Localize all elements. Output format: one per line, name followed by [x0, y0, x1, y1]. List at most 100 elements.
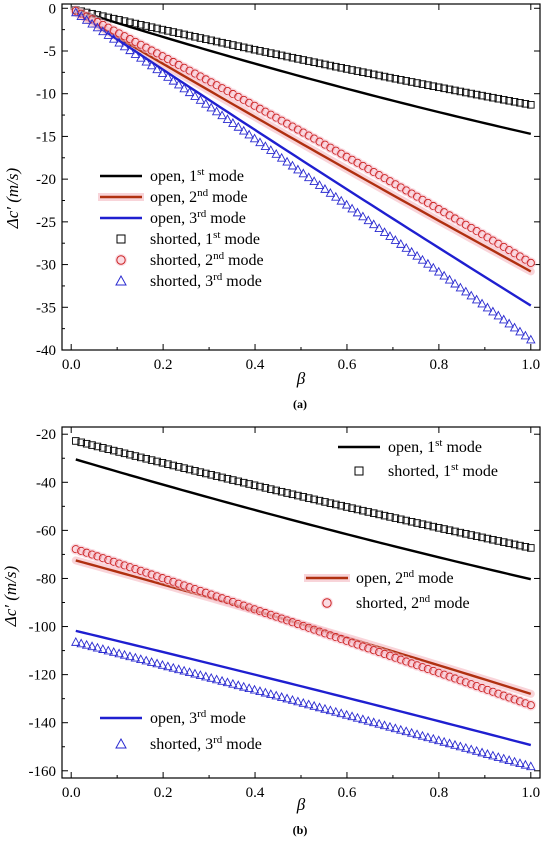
- panel-a-series-triangle-5-marker: [336, 195, 346, 205]
- panel-b-series-triangle-5-marker: [201, 671, 211, 681]
- panel-b-series-triangle-5-marker: [103, 645, 114, 655]
- panel-b-series-triangle-5-marker: [374, 718, 384, 728]
- panel-a-series-triangle-5-marker: [498, 314, 509, 324]
- legend-label-base: open, 1: [150, 168, 197, 185]
- panel-a-series-triangle-5-marker: [363, 215, 374, 225]
- panel-b-x-axis-title: β: [296, 795, 306, 814]
- panel-b-series-square-1-marker: [131, 452, 140, 460]
- panel-b-series-triangle-5-marker: [325, 705, 336, 715]
- legend-label-superscript: nd: [213, 250, 225, 262]
- panel-b-series-square-1-marker: [72, 437, 80, 445]
- panel-a-series-triangle-5-marker: [108, 33, 119, 43]
- panel-a-y-tick-label: -5: [44, 44, 57, 60]
- panel-a-series-triangle-5-marker: [347, 203, 357, 213]
- legend-label-tail: mode: [414, 570, 454, 587]
- panel-b-series-triangle-5-marker: [471, 746, 482, 755]
- panel-a-series-square-3-marker: [467, 89, 475, 98]
- panel-a-caption: (a): [293, 397, 307, 411]
- panel-b-series-triangle-5-marker: [222, 677, 233, 687]
- panel-a-series-triangle-5-marker: [390, 235, 401, 244]
- panel-b-series-triangle-5-marker: [303, 699, 314, 709]
- panel-a-series-triangle-5-marker: [314, 180, 325, 189]
- panel-b-series-square-1-marker: [77, 438, 85, 447]
- legend-label-tail: mode: [220, 231, 260, 248]
- panel-b-series-triangle-5-marker: [352, 712, 363, 722]
- panel-a-series-triangle-5-marker: [396, 239, 406, 248]
- panel-a-x-tick-label: 0.6: [338, 357, 357, 373]
- panel-b-series-triangle-5-marker: [141, 655, 151, 665]
- panel-a-legend-label: shorted, 2nd mode: [150, 250, 264, 269]
- panel-b-series-triangle-5-marker: [255, 686, 265, 695]
- panel-b-legend-label: shorted, 3rd mode: [150, 734, 262, 753]
- panel-b-series-triangle-5-marker: [184, 667, 195, 676]
- panel-b-x-tick-label: 0.4: [246, 785, 265, 801]
- legend-label-superscript: nd: [403, 568, 415, 580]
- panel-b-series-triangle-5-marker: [238, 681, 249, 691]
- panel-a-series-square-3-marker: [104, 13, 113, 22]
- legend-label-base: shorted, 1: [388, 463, 451, 480]
- panel-b-series-square-1-marker: [456, 528, 465, 537]
- panel-b-series-triangle-5-marker: [260, 687, 271, 697]
- panel-b-legend-label: open, 1st mode: [388, 437, 482, 456]
- panel-b-series-square-1-marker: [196, 468, 205, 476]
- legend-label-superscript: st: [213, 229, 220, 241]
- panel-a-series-square-3-marker: [332, 62, 340, 71]
- panel-b-series-triangle-5-marker: [412, 729, 422, 739]
- panel-b-series-triangle-5-marker: [520, 759, 531, 769]
- panel-b-series-triangle-5-marker: [493, 752, 504, 761]
- panel-a-series-square-3-marker: [397, 76, 405, 84]
- panel-a-series-triangle-5-marker: [423, 258, 433, 268]
- panel-a-series-square-3-marker: [483, 92, 492, 101]
- panel-b-series-square-1-marker: [321, 498, 329, 506]
- panel-b-series-triangle-5-marker: [450, 739, 460, 749]
- legend-label-superscript: st: [451, 461, 458, 473]
- panel-b-series-triangle-5-marker: [87, 641, 97, 651]
- panel-b-series-square-1-marker: [218, 473, 226, 482]
- panel-a-series-square-3-marker: [326, 61, 335, 70]
- panel-a-series-square-3-marker: [478, 91, 486, 100]
- panel-a-legend-symbol-square: [116, 234, 126, 244]
- panel-a-plot-area: 0.0 0.2 0.4 0.6 0.8 1.0 0 -5 -10 -15 -20 -25 -30 -35 -…: [36, 1, 541, 373]
- panel-a-series-triangle-5-marker: [238, 125, 249, 135]
- panel-b-series-triangle-5-marker: [309, 700, 319, 710]
- panel-a-legend-label: shorted, 3rd mode: [150, 271, 262, 290]
- panel-b-series-square-1-marker: [234, 477, 243, 486]
- panel-a-series-triangle-5-marker: [320, 184, 330, 193]
- panel-b-series-triangle-5-marker: [92, 642, 103, 652]
- panel-a-series-square-3-marker: [131, 19, 140, 28]
- panel-a-series-triangle-5-marker: [168, 75, 179, 85]
- panel-b-series-square-1-marker: [494, 537, 503, 545]
- panel-b-series-triangle-5-marker: [336, 708, 346, 718]
- panel-b-series-square-1-marker: [104, 445, 113, 453]
- legend-label-superscript: st: [435, 437, 442, 449]
- panel-b-series-triangle-5-marker: [266, 689, 276, 698]
- panel-a-series-triangle-5-marker: [195, 94, 206, 104]
- panel-b-series-square-1-marker: [142, 455, 150, 463]
- panel-a-series-square-3-marker: [353, 67, 362, 75]
- legend-label-tail: mode: [206, 710, 246, 727]
- panel-b-series-triangle-5-marker: [423, 732, 433, 742]
- panel-a-series-square-3-marker: [191, 33, 199, 41]
- panel-a-series-square-3-marker: [310, 58, 318, 66]
- panel-a-series-triangle-5-marker: [303, 172, 314, 182]
- panel-b-series-triangle-5-marker: [282, 693, 292, 703]
- panel-b-series-triangle-5-marker: [417, 730, 428, 740]
- panel-a-series-triangle-5-marker: [146, 60, 157, 70]
- panel-a-series-triangle-5-marker: [217, 110, 227, 120]
- panel-b-series-square-1-marker: [229, 476, 237, 484]
- panel-a-series-square-3-marker: [239, 43, 248, 52]
- panel-a-series-square-3-marker: [348, 66, 356, 74]
- panel-b-series-square-1-marker: [202, 469, 210, 478]
- panel-b-series-square-1-marker: [164, 460, 172, 468]
- panel-b-series-square-1-marker: [169, 461, 178, 470]
- panel-a-series-square-3-marker: [375, 71, 383, 80]
- panel-b-series-triangle-5-marker: [119, 649, 130, 659]
- panel-a-legend-label: open, 1st mode: [150, 166, 244, 185]
- legend-label-tail: mode: [442, 439, 482, 456]
- panel-a-series-square-3-marker: [137, 21, 145, 29]
- panel-b-series-square-1-marker: [337, 501, 345, 510]
- panel-b-series-triangle-5-marker: [81, 639, 92, 649]
- panel-a-series-triangle-5-marker: [125, 45, 135, 55]
